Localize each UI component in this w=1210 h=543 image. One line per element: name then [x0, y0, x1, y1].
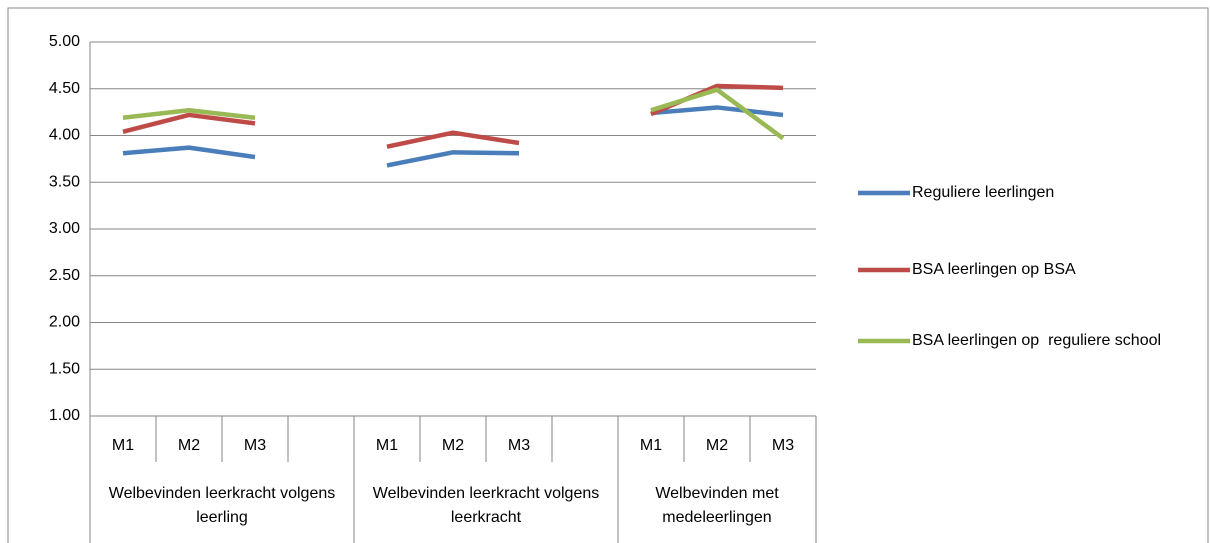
x-tick-label: M2	[706, 437, 728, 454]
y-tick-label: 4.50	[49, 80, 80, 97]
legend-label: BSA leerlingen op BSA	[912, 261, 1076, 278]
series-line	[122, 83, 784, 149]
y-tick-label: 3.00	[49, 220, 80, 237]
y-tick-label: 2.00	[49, 314, 80, 331]
x-tick-label: M3	[772, 437, 794, 454]
chart-border	[7, 7, 1209, 543]
group-label: Welbevinden leerkracht volgens leerling	[108, 485, 336, 526]
series-line	[122, 87, 785, 141]
x-tick-label: M2	[442, 437, 464, 454]
y-tick-label: 1.00	[49, 407, 80, 424]
x-tick-label: M1	[376, 437, 398, 454]
x-tick-label: M3	[508, 437, 530, 454]
y-tick-label: 2.50	[49, 267, 80, 284]
group-label: Welbevinden met medeleerlingen	[655, 485, 779, 526]
legend-label: Reguliere leerlingen	[912, 184, 1055, 201]
legend-label: BSA leerlingen op reguliere school	[912, 332, 1162, 349]
x-tick-label: M1	[112, 437, 134, 454]
x-tick-label: M2	[178, 437, 200, 454]
series-line	[122, 105, 784, 168]
x-tick-label: M3	[244, 437, 266, 454]
x-tick-label: M1	[640, 437, 662, 454]
group-label: Welbevinden leerkracht volgens leerkrach…	[372, 485, 600, 526]
y-tick-label: 3.50	[49, 173, 80, 190]
y-tick-label: 5.00	[49, 33, 80, 50]
y-tick-label: 1.50	[49, 360, 80, 377]
y-tick-label: 4.00	[49, 127, 80, 144]
